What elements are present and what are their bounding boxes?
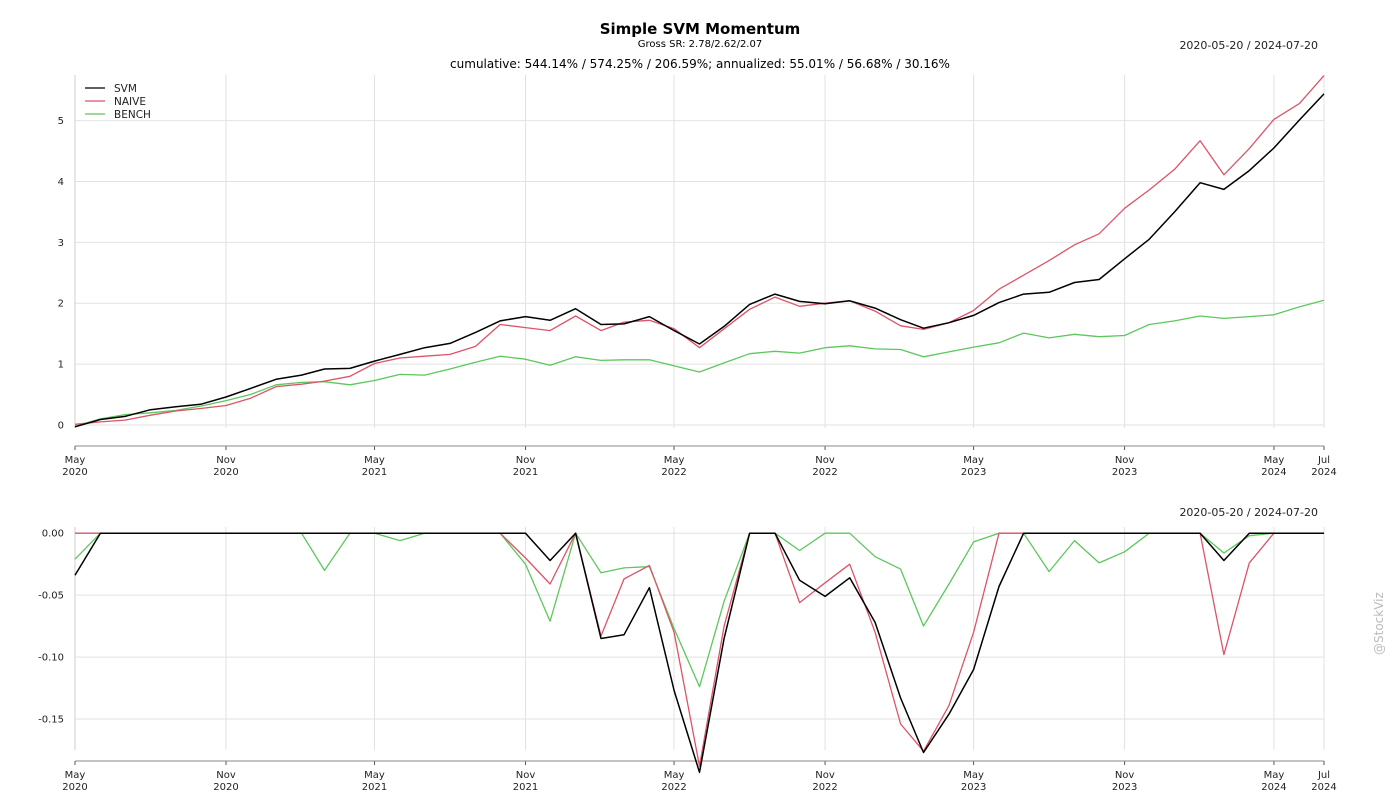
y-tick-label: 4 xyxy=(58,177,64,188)
series-line-bench xyxy=(74,299,1325,427)
x-tick-label-month: May xyxy=(65,770,86,781)
x-tick-label-month: May xyxy=(364,455,385,466)
x-tick-label-month: May xyxy=(65,455,86,466)
x-tick-label-month: May xyxy=(963,770,984,781)
y-tick-label: -0.05 xyxy=(38,591,64,602)
x-tick-label-month: Nov xyxy=(1115,455,1135,466)
x-tick-label-year: 2024 xyxy=(1311,782,1336,793)
y-tick-label: -0.15 xyxy=(38,715,64,726)
panel-cumulative: May2020Nov2020May2021Nov2021May2022Nov20… xyxy=(58,75,1337,478)
x-tick-label-year: 2020 xyxy=(62,782,87,793)
x-tick-label-year: 2020 xyxy=(213,467,238,478)
chart-title: Simple SVM Momentum xyxy=(599,20,801,38)
x-tick-label-year: 2020 xyxy=(62,467,87,478)
x-tick-label-year: 2022 xyxy=(661,782,686,793)
x-tick-label-year: 2022 xyxy=(812,467,837,478)
x-tick-label-month: Nov xyxy=(216,455,236,466)
x-tick-label-month: May xyxy=(1264,455,1285,466)
x-tick-label-year: 2024 xyxy=(1261,467,1286,478)
x-tick-label-year: 2023 xyxy=(1112,782,1137,793)
x-tick-label-month: May xyxy=(364,770,385,781)
x-tick-label-month: Nov xyxy=(1115,770,1135,781)
x-tick-label-year: 2021 xyxy=(362,782,387,793)
x-tick-label-month: Jul xyxy=(1317,455,1330,466)
x-tick-label-year: 2022 xyxy=(812,782,837,793)
x-tick-label-year: 2023 xyxy=(1112,467,1137,478)
cumulative-summary: cumulative: 544.14% / 574.25% / 206.59%;… xyxy=(450,57,950,71)
x-tick-label-month: Nov xyxy=(216,770,236,781)
date-range-bottom: 2020-05-20 / 2024-07-20 xyxy=(1179,506,1318,519)
y-tick-label: 0 xyxy=(58,420,64,431)
x-tick-label-month: May xyxy=(664,770,685,781)
y-tick-label: 5 xyxy=(58,116,64,127)
x-tick-label-year: 2021 xyxy=(362,467,387,478)
x-tick-label-month: May xyxy=(963,455,984,466)
y-tick-label: 3 xyxy=(58,238,64,249)
x-tick-label-year: 2021 xyxy=(513,467,538,478)
x-tick-label-month: Nov xyxy=(815,770,835,781)
series-line-naive xyxy=(74,75,1325,425)
x-tick-label-month: Nov xyxy=(516,455,536,466)
x-tick-label-year: 2023 xyxy=(961,782,986,793)
x-tick-label-year: 2022 xyxy=(661,467,686,478)
y-tick-label: 2 xyxy=(58,299,64,310)
y-tick-label: -0.10 xyxy=(38,653,64,664)
series-line-bench xyxy=(74,532,1324,688)
date-range-top: 2020-05-20 / 2024-07-20 xyxy=(1179,39,1318,52)
series-line-svm xyxy=(74,532,1324,774)
chart-subtitle: Gross SR: 2.78/2.62/2.07 xyxy=(637,39,763,50)
x-tick-label-month: Nov xyxy=(516,770,536,781)
legend-label-bench: BENCH xyxy=(114,109,151,121)
x-tick-label-year: 2024 xyxy=(1261,782,1286,793)
legend-label-naive: NAIVE xyxy=(114,96,146,108)
legend-label-svm: SVM xyxy=(114,83,137,95)
x-tick-label-year: 2023 xyxy=(961,467,986,478)
x-tick-label-year: 2021 xyxy=(513,782,538,793)
series-line-naive xyxy=(75,532,1324,767)
panel-drawdown: May2020Nov2020May2021Nov2021May2022Nov20… xyxy=(38,527,1337,793)
y-tick-label: 0.00 xyxy=(42,529,64,540)
series-line-svm xyxy=(74,93,1325,428)
x-tick-label-month: Jul xyxy=(1317,770,1330,781)
x-tick-label-year: 2020 xyxy=(213,782,238,793)
x-tick-label-year: 2024 xyxy=(1311,467,1336,478)
x-tick-label-month: May xyxy=(664,455,685,466)
y-tick-label: 1 xyxy=(58,360,64,371)
x-tick-label-month: May xyxy=(1264,770,1285,781)
x-tick-label-month: Nov xyxy=(815,455,835,466)
